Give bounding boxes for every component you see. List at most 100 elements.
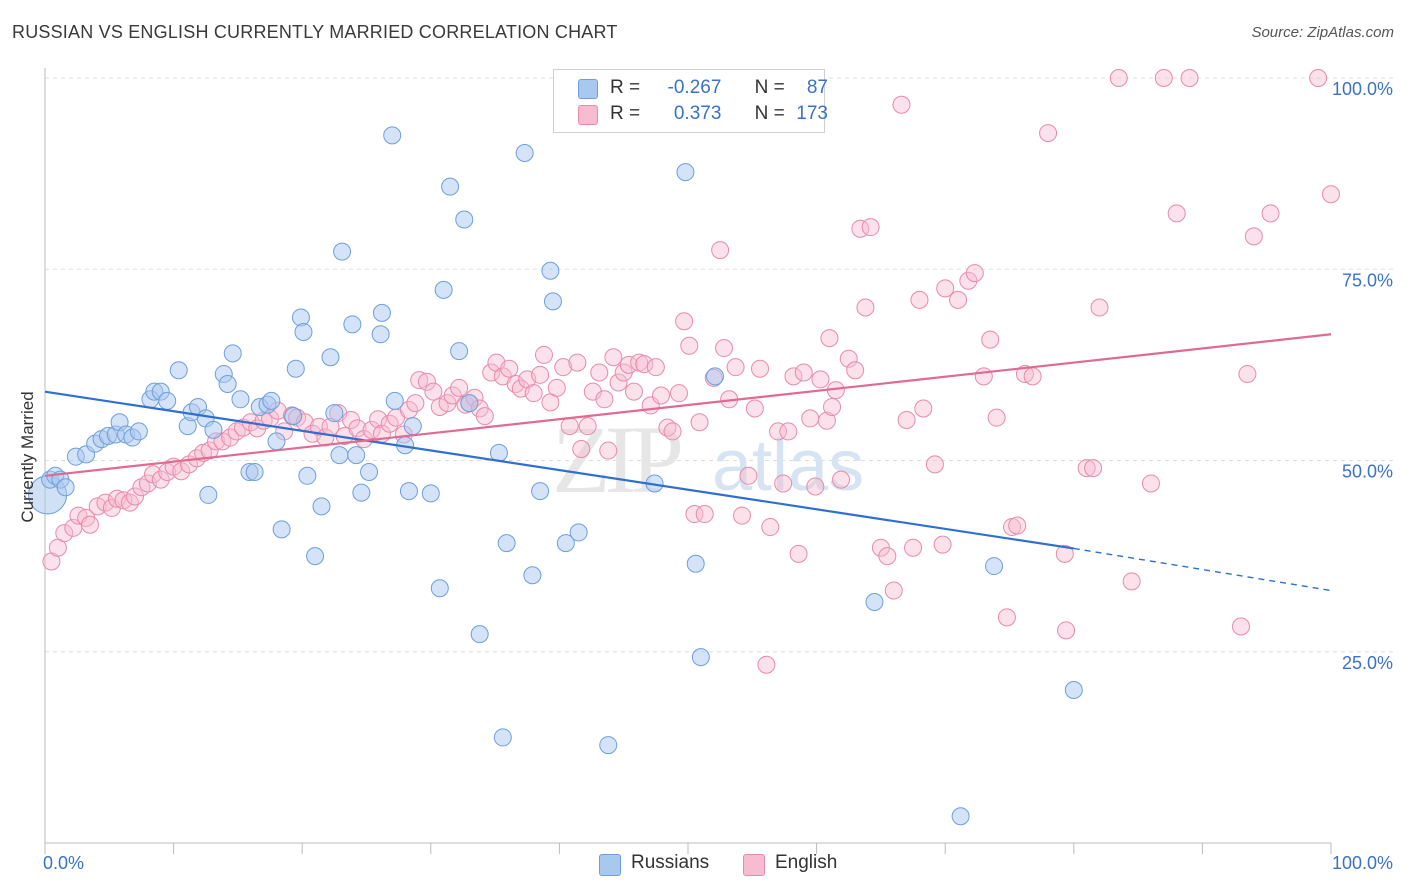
english-point xyxy=(604,348,623,367)
english-point xyxy=(578,417,597,436)
english-point xyxy=(1023,367,1042,386)
english-point xyxy=(675,312,694,331)
english-point xyxy=(897,410,916,429)
english-legend-swatch xyxy=(743,854,765,876)
tick-labels: 25.0% 50.0% 75.0% 100.0% 0.0% 100.0% xyxy=(43,79,1393,873)
russians-point xyxy=(371,325,390,344)
english-point xyxy=(904,538,923,557)
english-point xyxy=(531,365,550,384)
russians-point xyxy=(352,483,371,502)
russians-point xyxy=(245,462,264,481)
english-point xyxy=(959,271,978,290)
english-point xyxy=(974,367,993,386)
y-tick-label: 100.0% xyxy=(1332,79,1393,99)
english-point xyxy=(1261,204,1280,223)
russians-point xyxy=(372,303,391,322)
english-point xyxy=(839,349,858,368)
english-point xyxy=(914,399,933,418)
english-point xyxy=(784,367,803,386)
english-point xyxy=(1122,572,1141,591)
russians-point xyxy=(441,177,460,196)
russians-point xyxy=(218,375,237,393)
english-point xyxy=(811,370,830,389)
russians-point xyxy=(223,344,242,363)
english-point xyxy=(1180,69,1199,87)
english-point xyxy=(500,359,519,378)
x-tick-label-min: 0.0% xyxy=(43,853,84,873)
russians-point xyxy=(262,391,281,410)
y-tick-label: 25.0% xyxy=(1342,653,1393,673)
english-point xyxy=(739,466,758,485)
russians-point xyxy=(556,534,575,553)
english-point xyxy=(624,382,643,401)
english-point xyxy=(774,474,793,493)
russians-point xyxy=(531,482,550,501)
english-point xyxy=(151,470,170,489)
russians-n-label: N = xyxy=(754,77,785,98)
russians-point xyxy=(385,391,404,410)
english-point xyxy=(362,420,381,439)
russians-series xyxy=(28,126,1083,826)
russians-point xyxy=(321,348,340,367)
russians-point xyxy=(951,807,970,826)
english-series xyxy=(42,69,1340,674)
russians-point xyxy=(1064,681,1083,699)
russians-point xyxy=(569,523,588,542)
english-swatch xyxy=(578,105,598,125)
russians-point xyxy=(450,342,469,361)
english-point xyxy=(1039,124,1058,143)
english-point xyxy=(410,371,429,390)
chart-source: Source: ZipAtlas.com xyxy=(1251,24,1394,41)
russians-point xyxy=(403,417,422,436)
y-axis-label: Currently Married xyxy=(18,391,37,522)
english-point xyxy=(475,407,494,426)
english-point xyxy=(745,399,764,418)
russians-n-value: 87 xyxy=(806,77,828,98)
english-point xyxy=(547,378,566,397)
english-point xyxy=(757,655,776,674)
english-point xyxy=(200,441,219,460)
russians-point xyxy=(158,391,177,410)
russians-point xyxy=(985,557,1004,576)
english-point xyxy=(981,330,1000,349)
english-point xyxy=(417,372,436,391)
x-tick-label-max: 100.0% xyxy=(1332,853,1393,873)
english-point xyxy=(663,422,682,441)
russians-point xyxy=(399,482,418,501)
english-point xyxy=(1167,204,1186,223)
russians-point xyxy=(706,367,725,386)
english-point xyxy=(1008,516,1027,535)
english-point xyxy=(424,382,443,401)
russians-point xyxy=(865,593,884,612)
english-point xyxy=(126,487,145,506)
english-point xyxy=(789,544,808,563)
russians-legend-label: Russians xyxy=(631,852,710,873)
english-point xyxy=(910,290,929,309)
russians-point xyxy=(489,443,508,462)
english-point xyxy=(568,353,587,372)
english-point xyxy=(554,358,573,377)
russians-point xyxy=(306,547,325,566)
english-point xyxy=(1057,621,1076,640)
english-point xyxy=(690,413,709,432)
russians-point xyxy=(460,394,479,413)
english-point xyxy=(524,384,543,403)
english-point xyxy=(1322,185,1340,204)
english-point xyxy=(806,477,825,496)
english-point xyxy=(761,518,780,537)
english-point xyxy=(680,336,699,355)
russians-point xyxy=(523,566,542,585)
russians-point xyxy=(676,163,695,182)
russians-r-label: R = xyxy=(610,77,641,98)
english-point xyxy=(832,470,851,489)
english-point xyxy=(685,505,704,524)
series-legend: Russians English xyxy=(0,851,1406,879)
english-point xyxy=(1238,365,1257,384)
english-point xyxy=(560,417,579,436)
english-point xyxy=(987,408,1006,427)
russians-point xyxy=(515,143,534,162)
english-point xyxy=(406,394,425,413)
english-point xyxy=(820,329,839,348)
english-r-value: 0.373 xyxy=(673,103,722,124)
english-point xyxy=(55,524,74,543)
